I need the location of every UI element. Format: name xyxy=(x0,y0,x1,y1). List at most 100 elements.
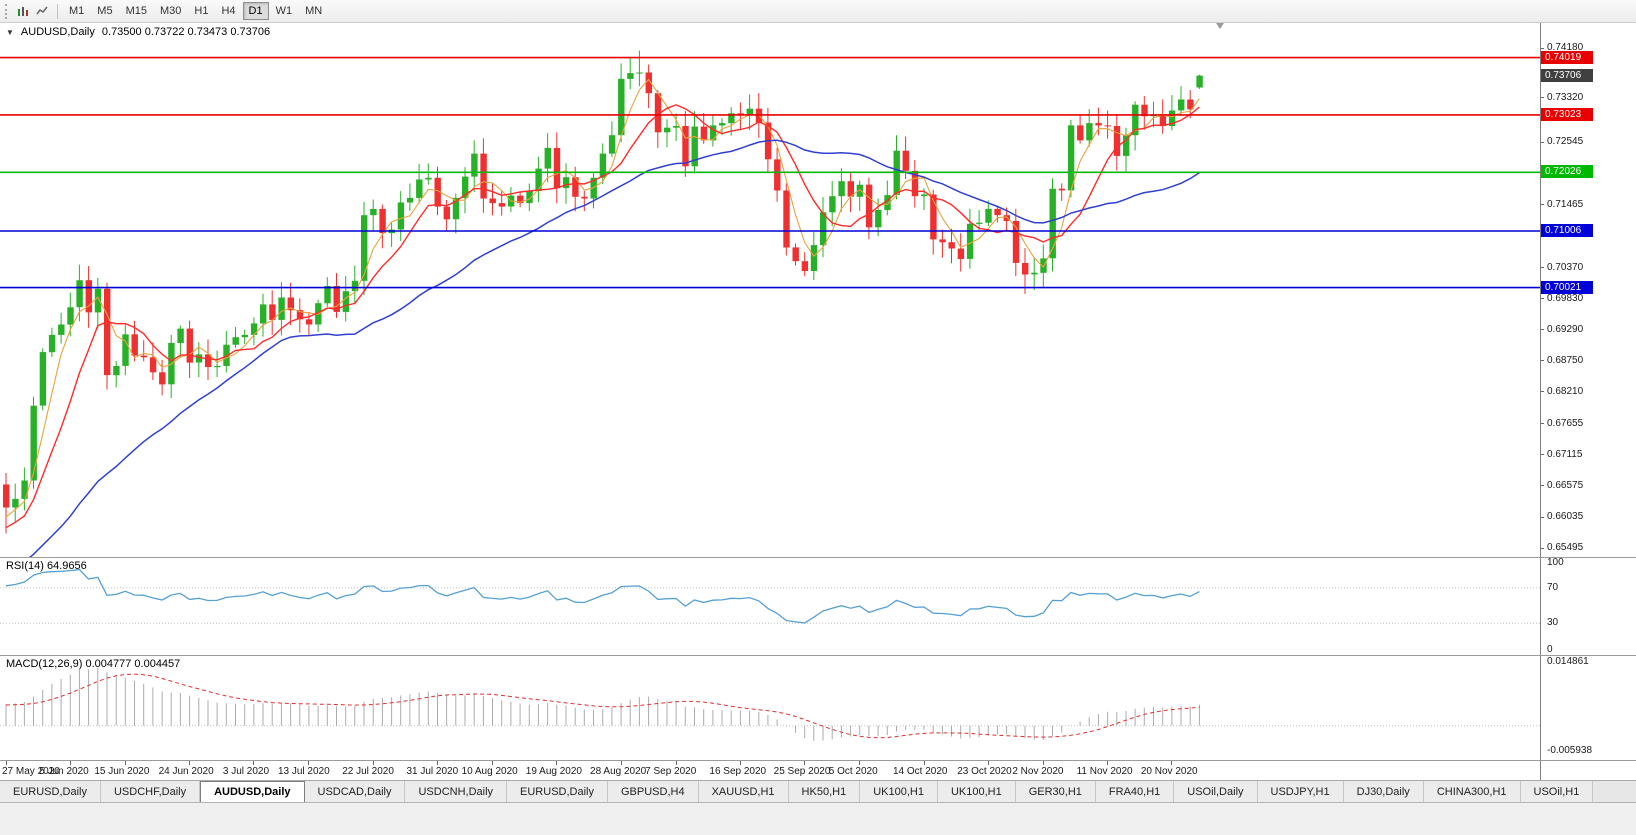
chart-tab-usdchf-daily[interactable]: USDCHF,Daily xyxy=(100,781,201,802)
chart-tab-uk100-h1[interactable]: UK100,H1 xyxy=(937,781,1016,802)
candle-body xyxy=(856,184,864,197)
timeframe-button-m15[interactable]: M15 xyxy=(125,5,147,17)
timeframe-button-h4[interactable]: H4 xyxy=(221,5,236,17)
chart-tab-dj30-daily[interactable]: DJ30,Daily xyxy=(1343,781,1424,802)
indicators-toolbar-icon[interactable] xyxy=(33,3,51,20)
candle-body xyxy=(471,153,478,177)
chart-tab-eurusd-daily[interactable]: EURUSD,Daily xyxy=(507,781,608,802)
candle-body xyxy=(1058,188,1066,191)
timeframe-button-m5[interactable]: M5 xyxy=(97,5,113,17)
candle-body xyxy=(966,223,974,259)
chart-tab-fra40-h1[interactable]: FRA40,H1 xyxy=(1095,781,1175,802)
chart-tab-gbpusd-h4[interactable]: GBPUSD,H4 xyxy=(608,781,699,802)
candle-body xyxy=(563,177,570,189)
price-tickmark xyxy=(1541,454,1544,455)
chart-tab-usoil-daily[interactable]: USOil,Daily xyxy=(1174,781,1258,802)
time-axis[interactable]: 27 May 2020 5 Jun 2020 15 Jun 2020 24 Jun 2… xyxy=(0,761,1540,780)
date-label: 20 Nov 2020 xyxy=(1140,766,1198,777)
candle-body xyxy=(618,78,625,136)
ma-fast-line xyxy=(5,78,1200,518)
chart-tab-uk100-h1[interactable]: UK100,H1 xyxy=(860,781,938,802)
candle-body xyxy=(250,323,258,335)
chart-shift-marker[interactable] xyxy=(1216,23,1224,29)
price-tickmark xyxy=(1541,48,1544,49)
candle-body xyxy=(985,208,992,223)
chart-tab-usoil-h1[interactable]: USOil,H1 xyxy=(1520,781,1594,802)
time-tickmark xyxy=(373,761,374,765)
time-tickmark xyxy=(70,761,71,765)
chart-tab-xauusd-h1[interactable]: XAUUSD,H1 xyxy=(698,781,789,802)
price-tick-label: 0.65495 xyxy=(1547,542,1584,554)
candle-body xyxy=(177,328,184,343)
macd-axis[interactable]: 0.014861 -0.005938 xyxy=(1540,656,1635,760)
chart-tab-audusd-daily[interactable]: AUDUSD,Daily xyxy=(200,781,305,802)
timeframe-button-m30[interactable]: M30 xyxy=(159,5,182,17)
timeframe-button-d1[interactable]: D1 xyxy=(242,2,269,20)
chart-tab-eurusd-daily[interactable]: EURUSD,Daily xyxy=(0,781,101,802)
candle-body xyxy=(214,366,221,368)
candle-body xyxy=(498,203,506,207)
candlestick-chart[interactable] xyxy=(0,23,1540,557)
candle-body xyxy=(774,159,781,191)
candle-body xyxy=(296,310,304,320)
candle-body xyxy=(691,126,698,167)
candle-body xyxy=(792,247,799,262)
date-label: 5 Jun 2020 xyxy=(39,766,89,777)
timeframe-button-m1[interactable]: M1 xyxy=(69,5,85,17)
price-tick-label: 0.68210 xyxy=(1547,385,1584,397)
candle-body xyxy=(462,176,469,198)
macd-signal-line xyxy=(5,673,1200,739)
candle-body xyxy=(260,304,267,324)
price-tick-label: 0.69830 xyxy=(1547,292,1584,304)
toolbar-grip[interactable] xyxy=(5,3,9,19)
candlesticks xyxy=(3,50,1203,534)
candle-body xyxy=(930,194,937,240)
candle-body xyxy=(1132,104,1139,136)
price-tickmark xyxy=(1541,204,1544,205)
candle-body xyxy=(1049,188,1056,259)
candle-body xyxy=(544,147,551,169)
candle-body xyxy=(85,280,92,313)
chart-tab-ger30-h1[interactable]: GER30,H1 xyxy=(1015,781,1096,802)
candle-body xyxy=(1067,125,1075,191)
candle-body xyxy=(673,126,680,128)
symbol-dropdown-icon[interactable]: ▼ xyxy=(6,27,14,37)
chart-tab-usdjpy-h1[interactable]: USDJPY,H1 xyxy=(1257,781,1344,802)
price-badge-0.72026: 0.72026 xyxy=(1541,165,1593,179)
rsi-axis[interactable]: 100 70 30 0 xyxy=(1540,558,1635,655)
charts-toolbar-icon[interactable] xyxy=(14,3,32,20)
date-label: 19 Aug 2020 xyxy=(525,766,582,777)
candle-body xyxy=(480,153,487,199)
timeframe-button-w1[interactable]: W1 xyxy=(275,5,293,17)
candle-body xyxy=(489,198,496,204)
rsi-chart[interactable] xyxy=(0,558,1540,655)
time-tickmark xyxy=(1171,761,1172,765)
timeframe-button-mn[interactable]: MN xyxy=(305,5,323,17)
date-label: 23 Oct 2020 xyxy=(957,766,1012,777)
candle-body xyxy=(48,334,56,353)
current-price-badge: 0.73706 xyxy=(1541,68,1593,82)
timeframe-button-h1[interactable]: H1 xyxy=(194,5,209,17)
date-label: 7 Sep 2020 xyxy=(645,766,697,777)
chart-tab-china300-h1[interactable]: CHINA300,H1 xyxy=(1423,781,1521,802)
chart-tab-hk50-h1[interactable]: HK50,H1 xyxy=(788,781,861,802)
price-tickmark xyxy=(1541,329,1544,330)
time-tickmark xyxy=(859,761,860,765)
price-badge-0.71006: 0.71006 xyxy=(1541,223,1593,237)
time-tickmark xyxy=(437,761,438,765)
price-tick-label: 0.73320 xyxy=(1547,91,1584,103)
candle-body xyxy=(149,357,157,373)
rsi-line xyxy=(5,568,1200,624)
date-label: 25 Sep 2020 xyxy=(773,766,831,777)
chart-tab-usdcad-daily[interactable]: USDCAD,Daily xyxy=(304,781,406,802)
candle-body xyxy=(902,150,909,171)
macd-chart[interactable] xyxy=(0,656,1540,760)
candle-body xyxy=(287,297,294,311)
chart-tab-usdcnh-daily[interactable]: USDCNH,Daily xyxy=(405,781,508,802)
candle-body xyxy=(921,194,928,197)
time-axis-row: 27 May 2020 5 Jun 2020 15 Jun 2020 24 Jun 2… xyxy=(0,761,1636,781)
candle-body xyxy=(939,239,946,243)
rsi-indicator-panel: RSI(14) 64.9656 100 70 30 0 xyxy=(0,558,1636,656)
status-bar xyxy=(0,803,1636,835)
price-axis[interactable]: 0.74180 0.73320 0.72545 0.71465 0.70370 0.698… xyxy=(1540,23,1635,557)
